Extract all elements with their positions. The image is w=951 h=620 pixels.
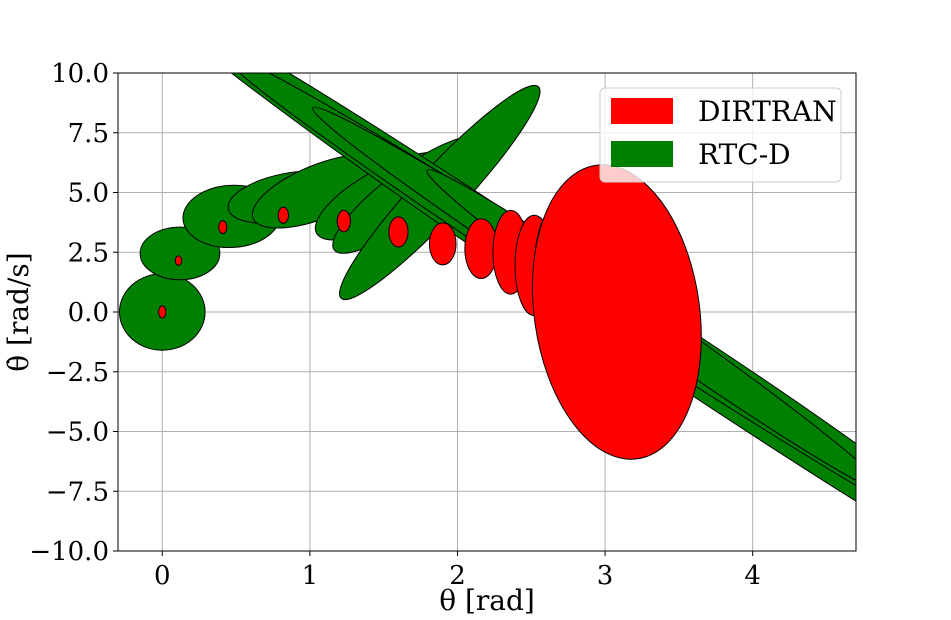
y-tick-label: 0.0 [68, 298, 109, 328]
x-axis-label: θ [rad] [439, 584, 535, 617]
y-tick-label: −10.0 [29, 537, 109, 567]
legend-label-dirtran: DIRTRAN [698, 95, 837, 128]
ellipse-dirtran-2 [218, 220, 228, 235]
ellipse-dirtran-5 [388, 216, 409, 248]
ellipse-dirtran-6 [428, 222, 457, 266]
y-tick-label: −5.0 [46, 418, 109, 448]
y-tick-label: 10.0 [51, 59, 109, 89]
ticks: 0 1 2 3 4 10.0 7.5 5.0 2.5 0.0 −2.5 −5.0 −7.5 −10.0 [29, 59, 761, 591]
ellipse-dirtran-0 [158, 305, 167, 319]
ellipse-dirtran-4 [336, 209, 351, 233]
y-tick-label: −7.5 [46, 477, 109, 507]
y-tick-label: −2.5 [46, 358, 109, 388]
x-tick-label: 2 [449, 561, 466, 591]
ellipse-layer [118, 73, 856, 551]
ellipse-dirtran-11 [531, 164, 702, 460]
legend-swatch-rtc-d [611, 141, 673, 167]
y-tick-label: 7.5 [68, 119, 109, 149]
legend-swatch-dirtran [611, 98, 673, 124]
ellipse-dirtran-3 [277, 206, 289, 224]
x-tick-label: 3 [597, 561, 614, 591]
x-tick-label: 0 [154, 561, 171, 591]
legend: DIRTRAN RTC-D [599, 87, 842, 183]
y-axis-label: θ̇ [rad/s] [2, 252, 35, 371]
y-tick-label: 5.0 [68, 179, 109, 209]
x-tick-label: 4 [744, 561, 761, 591]
x-tick-label: 1 [302, 561, 319, 591]
y-tick-label: 2.5 [68, 238, 109, 268]
legend-label-rtc-d: RTC-D [698, 138, 791, 171]
ellipse-dirtran-1 [174, 255, 183, 266]
